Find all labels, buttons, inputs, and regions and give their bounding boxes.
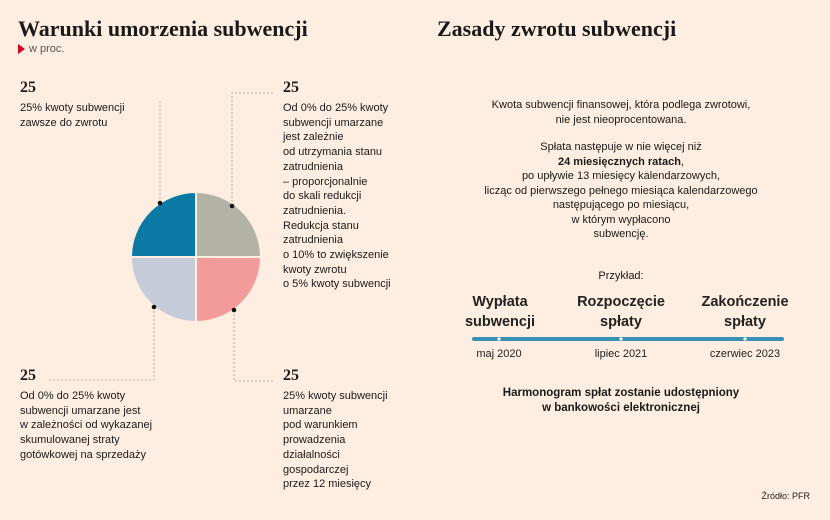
quadrant-br-text: 25% kwoty subwencji umarzane pod warunki… (283, 390, 388, 491)
timeline-event-1: Wypłata subwencji (464, 294, 536, 330)
timeline-date-3: czerwiec 2023 (709, 348, 781, 360)
rules-footer: Harmonogram spłat zostanie udostępniony … (502, 387, 740, 414)
chart-subtitle: w proc. (18, 43, 64, 55)
rule-paragraph-1: Kwota subwencji finansowej, która podleg… (491, 99, 751, 126)
leader-dot-2 (229, 203, 235, 209)
rule-paragraph-2: Spłata następuje w nie więcej niż 24 mie… (440, 140, 802, 242)
quadrant-tl-value: 25 (20, 79, 36, 96)
timeline-event-2: Rozpoczęcie spłaty (577, 294, 665, 330)
rule-p2-comma: , (680, 155, 684, 168)
pie-slice-2 (195, 190, 263, 258)
rule-p2-line1: Spłata następuje w nie więcej niż (540, 141, 702, 153)
leader-line-2 (231, 92, 275, 206)
quadrant-br-value: 25 (283, 367, 299, 384)
timeline-event-3: Zakończenie spłaty (701, 294, 789, 330)
source-label: Źródło: PFR (761, 491, 810, 501)
red-triangle-icon (18, 44, 25, 54)
pie-slice-4 (129, 256, 197, 324)
leader-dot-3 (151, 304, 157, 310)
leader-dots (151, 200, 237, 313)
pie-slice-1 (129, 190, 197, 258)
unit-label: w proc. (29, 43, 65, 55)
leader-dot-4 (231, 307, 237, 313)
leader-line-3 (48, 307, 155, 381)
quadrant-tr-value: 25 (283, 79, 299, 96)
rules-title: Zasady zwrotu subwencji (437, 16, 677, 41)
rule-p2-rest: po upływie 13 miesięcy kalendarzowych, l… (484, 170, 758, 240)
timeline-date-2: lipiec 2021 (594, 348, 648, 360)
quadrant-tr-text: Od 0% do 25% kwoty subwencji umarzane je… (283, 102, 391, 291)
timeline-date-1: maj 2020 (476, 348, 522, 360)
quadrant-bl-value: 25 (20, 367, 36, 384)
leader-line-4 (233, 310, 275, 382)
rule-p2-bold: 24 miesięcznych ratach (558, 155, 681, 168)
leader-dot-1 (157, 200, 163, 206)
pie-slices (129, 190, 263, 324)
quadrant-tl-text: 25% kwoty subwencji zawsze do zwrotu (20, 102, 125, 129)
quadrant-bl-text: Od 0% do 25% kwoty subwencji umarzane je… (20, 390, 153, 461)
leader-lines (48, 92, 275, 382)
example-label: Przykład: (598, 270, 644, 282)
pie-slice-3 (195, 256, 263, 324)
chart-title: Warunki umorzenia subwencji (18, 16, 308, 41)
